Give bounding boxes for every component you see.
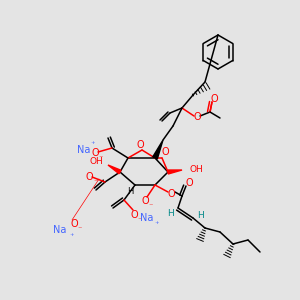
Text: O: O [130, 210, 138, 220]
Text: ⁻: ⁻ [138, 215, 142, 224]
Text: Na: Na [140, 213, 154, 223]
Text: ⁺: ⁺ [91, 140, 95, 148]
Text: O: O [167, 189, 175, 199]
Text: ⁺: ⁺ [155, 220, 159, 229]
Text: H: H [127, 187, 133, 196]
Text: O: O [161, 147, 169, 157]
Text: O: O [70, 219, 78, 229]
Text: ⁻: ⁻ [78, 224, 82, 233]
Text: Na: Na [53, 225, 67, 235]
Text: H: H [198, 211, 204, 220]
Text: H: H [167, 208, 173, 217]
Polygon shape [153, 140, 163, 159]
Text: O: O [210, 94, 218, 104]
Text: Na: Na [77, 145, 91, 155]
Text: ⁺: ⁺ [70, 232, 74, 242]
Text: OH: OH [89, 158, 103, 166]
Polygon shape [108, 165, 121, 174]
Text: ⁻: ⁻ [94, 178, 98, 187]
Text: O: O [185, 178, 193, 188]
Text: ⁻: ⁻ [99, 154, 103, 163]
Text: ⁻: ⁻ [149, 202, 153, 211]
Polygon shape [168, 170, 182, 174]
Text: O: O [85, 172, 93, 182]
Text: O: O [136, 140, 144, 150]
Text: O: O [141, 196, 149, 206]
Text: OH: OH [190, 166, 204, 175]
Text: O: O [91, 148, 99, 158]
Text: O: O [193, 112, 201, 122]
